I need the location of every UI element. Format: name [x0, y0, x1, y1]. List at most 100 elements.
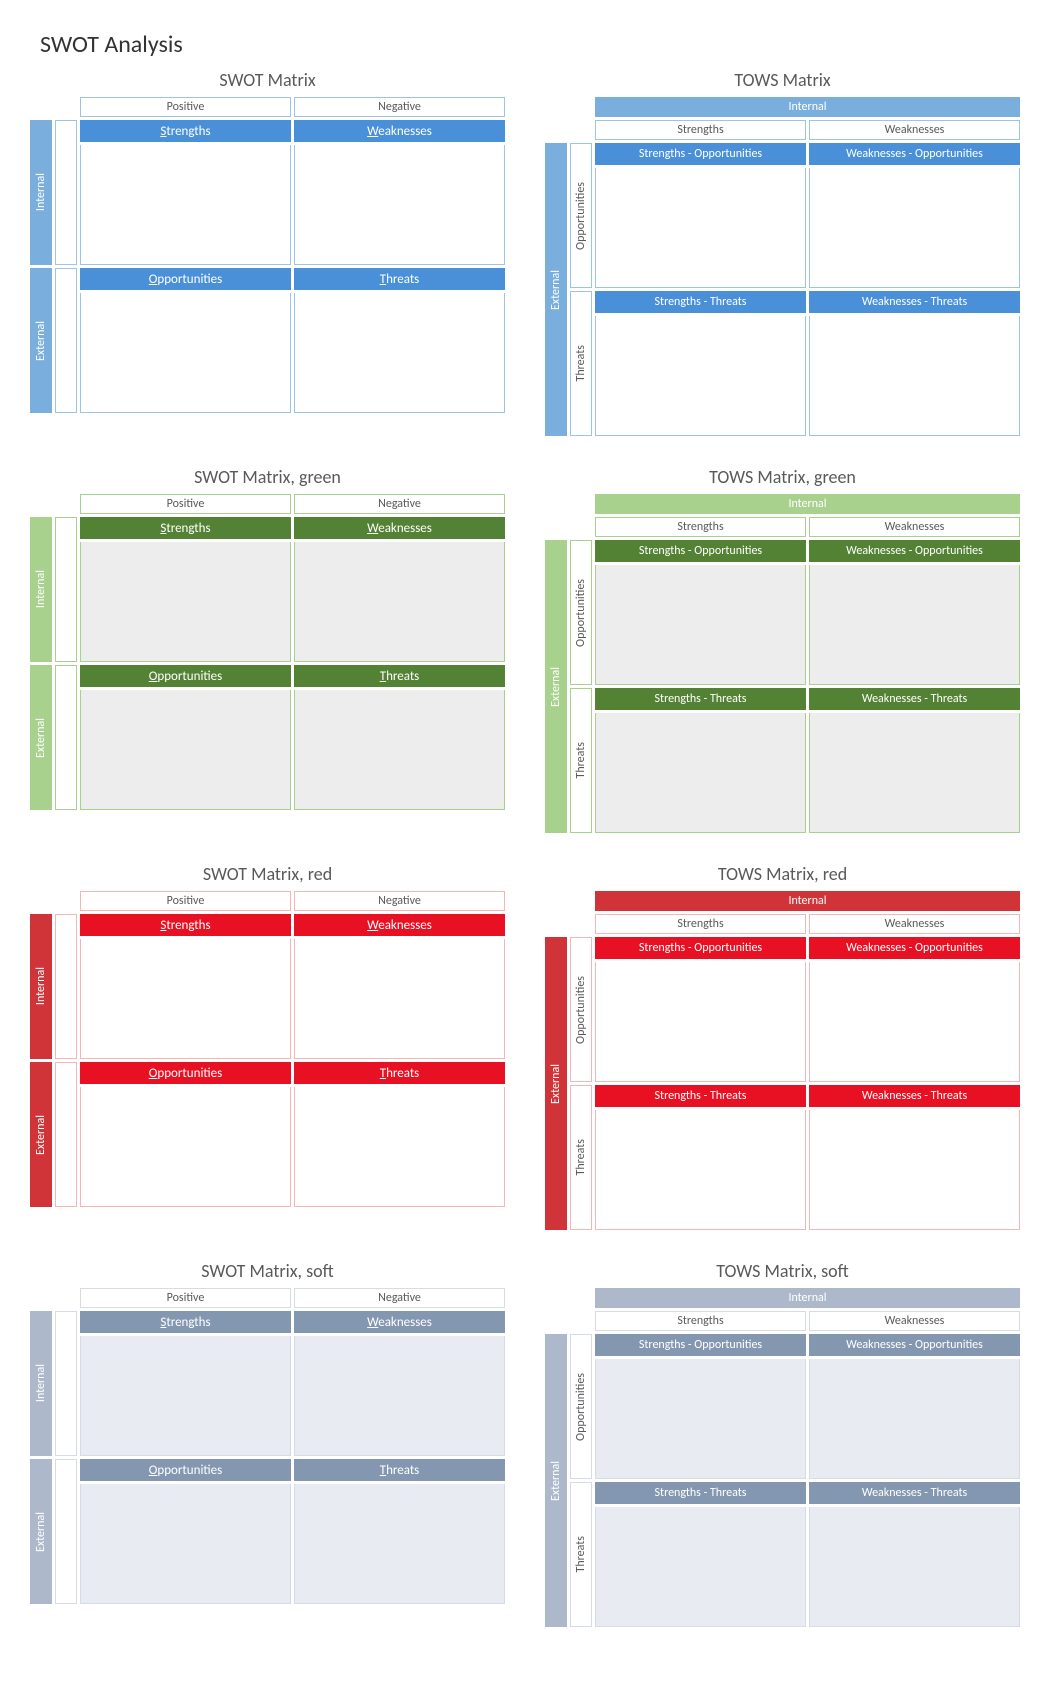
quadrant-body-wo [809, 962, 1020, 1082]
top-label-positive: Positive [80, 494, 291, 514]
quadrant-body-wt [809, 1507, 1020, 1627]
swot-matrix-red: SWOT Matrix, red Positive Negative Inter… [30, 863, 505, 1230]
side-label-internal: Internal [30, 120, 52, 265]
quadrant-body-so [595, 565, 806, 685]
top-outer-internal: Internal [595, 97, 1020, 117]
swot-title-red: SWOT Matrix, red [30, 863, 505, 885]
swot-matrix-blue: SWOT Matrix Positive Negative Internal E… [30, 69, 505, 436]
tows-grid: Internal Strengths Weaknesses External O… [545, 97, 1020, 436]
quadrant-header-so: Strengths - Opportunities [595, 1334, 806, 1356]
tows-title-red: TOWS Matrix, red [545, 863, 1020, 885]
quadrant-body-so [595, 962, 806, 1082]
top-label-negative: Negative [294, 1288, 505, 1308]
quadrant-header-wo: Weaknesses - Opportunities [809, 540, 1020, 562]
quadrant-header-strengths: Strengths [80, 1311, 291, 1333]
quadrant-header-wt: Weaknesses - Threats [809, 1085, 1020, 1107]
side-spacer-external [55, 665, 77, 810]
quadrant-header-strengths: Strengths [80, 120, 291, 142]
quadrant-body-st [595, 1110, 806, 1230]
tows-title-soft: TOWS Matrix, soft [545, 1260, 1020, 1282]
tows-grid: Internal Strengths Weaknesses External O… [545, 494, 1020, 833]
side-outer-external: External [545, 143, 567, 436]
page-title: SWOT Analysis [40, 30, 1020, 59]
top-label-weaknesses: Weaknesses [809, 120, 1020, 140]
top-label-negative: Negative [294, 891, 505, 911]
quadrant-body-opportunities [80, 690, 291, 810]
swot-matrix-green: SWOT Matrix, green Positive Negative Int… [30, 466, 505, 833]
tows-title-green: TOWS Matrix, green [545, 466, 1020, 488]
quadrant-body-wt [809, 1110, 1020, 1230]
top-label-positive: Positive [80, 891, 291, 911]
top-label-positive: Positive [80, 1288, 291, 1308]
quadrant-body-wt [809, 713, 1020, 833]
quadrant-body-strengths [80, 542, 291, 662]
side-label-opportunities: Opportunities [570, 540, 592, 685]
side-outer-external: External [545, 937, 567, 1230]
top-label-strengths: Strengths [595, 914, 806, 934]
side-outer-external: External [545, 540, 567, 833]
side-label-external: External [30, 665, 52, 810]
side-label-opportunities: Opportunities [570, 143, 592, 288]
side-label-threats: Threats [570, 1482, 592, 1627]
quadrant-header-so: Strengths - Opportunities [595, 540, 806, 562]
swot-matrix-soft: SWOT Matrix, soft Positive Negative Inte… [30, 1260, 505, 1627]
quadrant-header-wt: Weaknesses - Threats [809, 291, 1020, 313]
quadrant-body-so [595, 168, 806, 288]
top-label-negative: Negative [294, 97, 505, 117]
quadrant-body-wo [809, 1359, 1020, 1479]
quadrant-body-st [595, 1507, 806, 1627]
quadrant-body-st [595, 316, 806, 436]
quadrant-header-st: Strengths - Threats [595, 1482, 806, 1504]
quadrant-body-strengths [80, 939, 291, 1059]
quadrant-body-opportunities [80, 293, 291, 413]
side-label-threats: Threats [570, 291, 592, 436]
quadrant-header-strengths: Strengths [80, 914, 291, 936]
quadrant-body-wo [809, 565, 1020, 685]
quadrant-header-wo: Weaknesses - Opportunities [809, 143, 1020, 165]
side-spacer-external [55, 1459, 77, 1604]
side-spacer-internal [55, 517, 77, 662]
side-label-opportunities: Opportunities [570, 1334, 592, 1479]
swot-title-blue: SWOT Matrix [30, 69, 505, 91]
top-label-negative: Negative [294, 494, 505, 514]
side-label-external: External [30, 1062, 52, 1207]
quadrant-header-threats: Threats [294, 268, 505, 290]
quadrant-body-wt [809, 316, 1020, 436]
swot-grid: Positive Negative Internal External Stre… [30, 97, 505, 413]
quadrant-header-so: Strengths - Opportunities [595, 937, 806, 959]
quadrant-header-weaknesses: Weaknesses [294, 120, 505, 142]
top-label-weaknesses: Weaknesses [809, 914, 1020, 934]
quadrant-header-opportunities: Opportunities [80, 1062, 291, 1084]
quadrant-header-weaknesses: Weaknesses [294, 517, 505, 539]
tows-matrix-green: TOWS Matrix, green Internal Strengths We… [545, 466, 1020, 833]
quadrant-header-opportunities: Opportunities [80, 1459, 291, 1481]
tows-matrix-blue: TOWS Matrix Internal Strengths Weaknesse… [545, 69, 1020, 436]
side-spacer-external [55, 1062, 77, 1207]
side-label-external: External [30, 268, 52, 413]
quadrant-header-wt: Weaknesses - Threats [809, 1482, 1020, 1504]
quadrant-body-opportunities [80, 1484, 291, 1604]
quadrant-body-threats [294, 1087, 505, 1207]
top-label-strengths: Strengths [595, 120, 806, 140]
top-label-positive: Positive [80, 97, 291, 117]
swot-grid: Positive Negative Internal External Stre… [30, 494, 505, 810]
quadrant-header-wt: Weaknesses - Threats [809, 688, 1020, 710]
quadrant-header-st: Strengths - Threats [595, 688, 806, 710]
top-label-weaknesses: Weaknesses [809, 1311, 1020, 1331]
quadrant-body-threats [294, 690, 505, 810]
quadrant-header-threats: Threats [294, 1062, 505, 1084]
quadrant-body-weaknesses [294, 542, 505, 662]
quadrant-body-strengths [80, 1336, 291, 1456]
quadrant-header-st: Strengths - Threats [595, 291, 806, 313]
quadrant-body-so [595, 1359, 806, 1479]
top-label-weaknesses: Weaknesses [809, 517, 1020, 537]
quadrant-header-strengths: Strengths [80, 517, 291, 539]
quadrant-header-opportunities: Opportunities [80, 665, 291, 687]
side-spacer-internal [55, 914, 77, 1059]
quadrant-header-wo: Weaknesses - Opportunities [809, 1334, 1020, 1356]
tows-matrix-red: TOWS Matrix, red Internal Strengths Weak… [545, 863, 1020, 1230]
quadrant-body-strengths [80, 145, 291, 265]
quadrant-body-weaknesses [294, 1336, 505, 1456]
side-spacer-internal [55, 120, 77, 265]
side-label-internal: Internal [30, 914, 52, 1059]
